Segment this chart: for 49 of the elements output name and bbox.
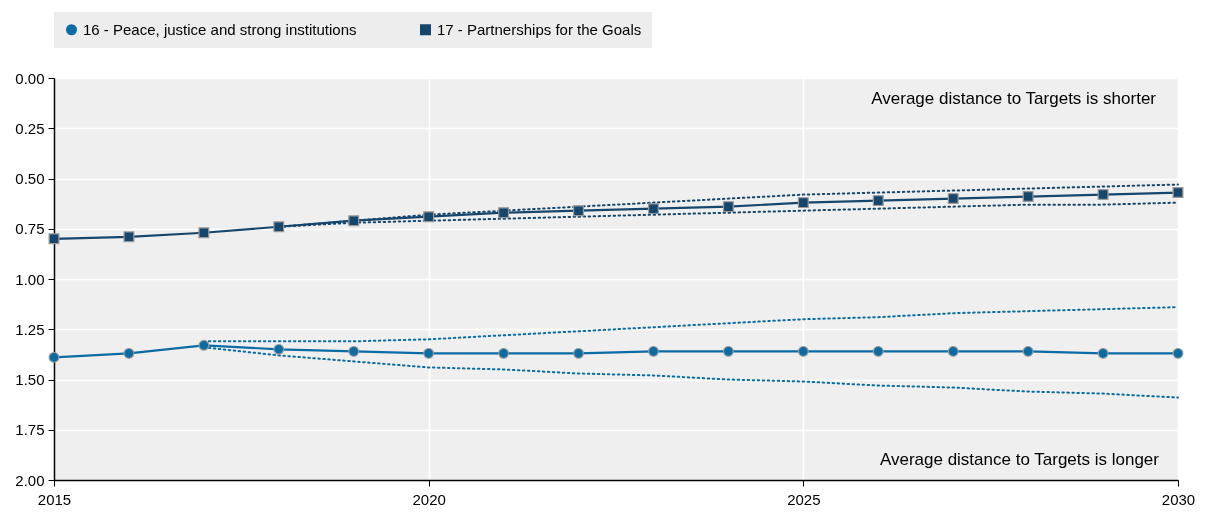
x-tick-label: 2025 bbox=[787, 490, 821, 508]
y-tick-label: 2.00 bbox=[15, 471, 45, 489]
point bbox=[423, 347, 435, 359]
y-tick-label: 1.25 bbox=[15, 320, 45, 338]
y-tick-label: 1.75 bbox=[15, 421, 45, 439]
y-tick-label: 0.75 bbox=[15, 220, 45, 238]
y-tick-label: 0.25 bbox=[15, 119, 45, 137]
point bbox=[1097, 189, 1109, 201]
point bbox=[872, 195, 884, 207]
point bbox=[1172, 187, 1184, 199]
legend-label: 17 - Partnerships for the Goals bbox=[437, 20, 642, 38]
x-tick-label: 2015 bbox=[37, 490, 72, 508]
point bbox=[273, 343, 285, 355]
point bbox=[947, 345, 959, 357]
y-tick-label: 0.50 bbox=[15, 170, 45, 187]
point bbox=[498, 347, 510, 359]
point bbox=[348, 215, 360, 227]
point bbox=[797, 345, 809, 357]
point bbox=[872, 345, 884, 357]
point bbox=[1097, 347, 1109, 359]
point bbox=[722, 201, 734, 213]
point bbox=[647, 345, 659, 357]
point bbox=[1022, 191, 1034, 203]
point bbox=[423, 211, 435, 223]
y-tick-label: 0.00 bbox=[15, 69, 45, 87]
point bbox=[647, 203, 659, 215]
y-tick-label: 1.00 bbox=[15, 270, 45, 288]
y-tick-label: 1.50 bbox=[15, 371, 45, 388]
point bbox=[198, 339, 210, 351]
point bbox=[1172, 347, 1184, 359]
point bbox=[348, 345, 360, 357]
point bbox=[573, 347, 585, 359]
point bbox=[573, 205, 585, 217]
point bbox=[722, 345, 734, 357]
annotation: Average distance to Targets is shorter bbox=[871, 89, 1157, 108]
legend-label: 16 - Peace, justice and strong institutions bbox=[83, 20, 357, 38]
point bbox=[273, 221, 285, 233]
point bbox=[123, 347, 135, 359]
point bbox=[48, 351, 60, 363]
annotation: Average distance to Targets is longer bbox=[879, 450, 1160, 469]
point bbox=[1022, 345, 1034, 357]
point bbox=[48, 233, 60, 245]
x-tick-label: 2020 bbox=[412, 490, 446, 508]
x-tick-label: 2030 bbox=[1161, 490, 1196, 508]
point bbox=[498, 207, 510, 219]
point bbox=[123, 231, 135, 243]
point bbox=[797, 197, 809, 209]
point bbox=[198, 227, 210, 239]
point bbox=[947, 193, 959, 205]
